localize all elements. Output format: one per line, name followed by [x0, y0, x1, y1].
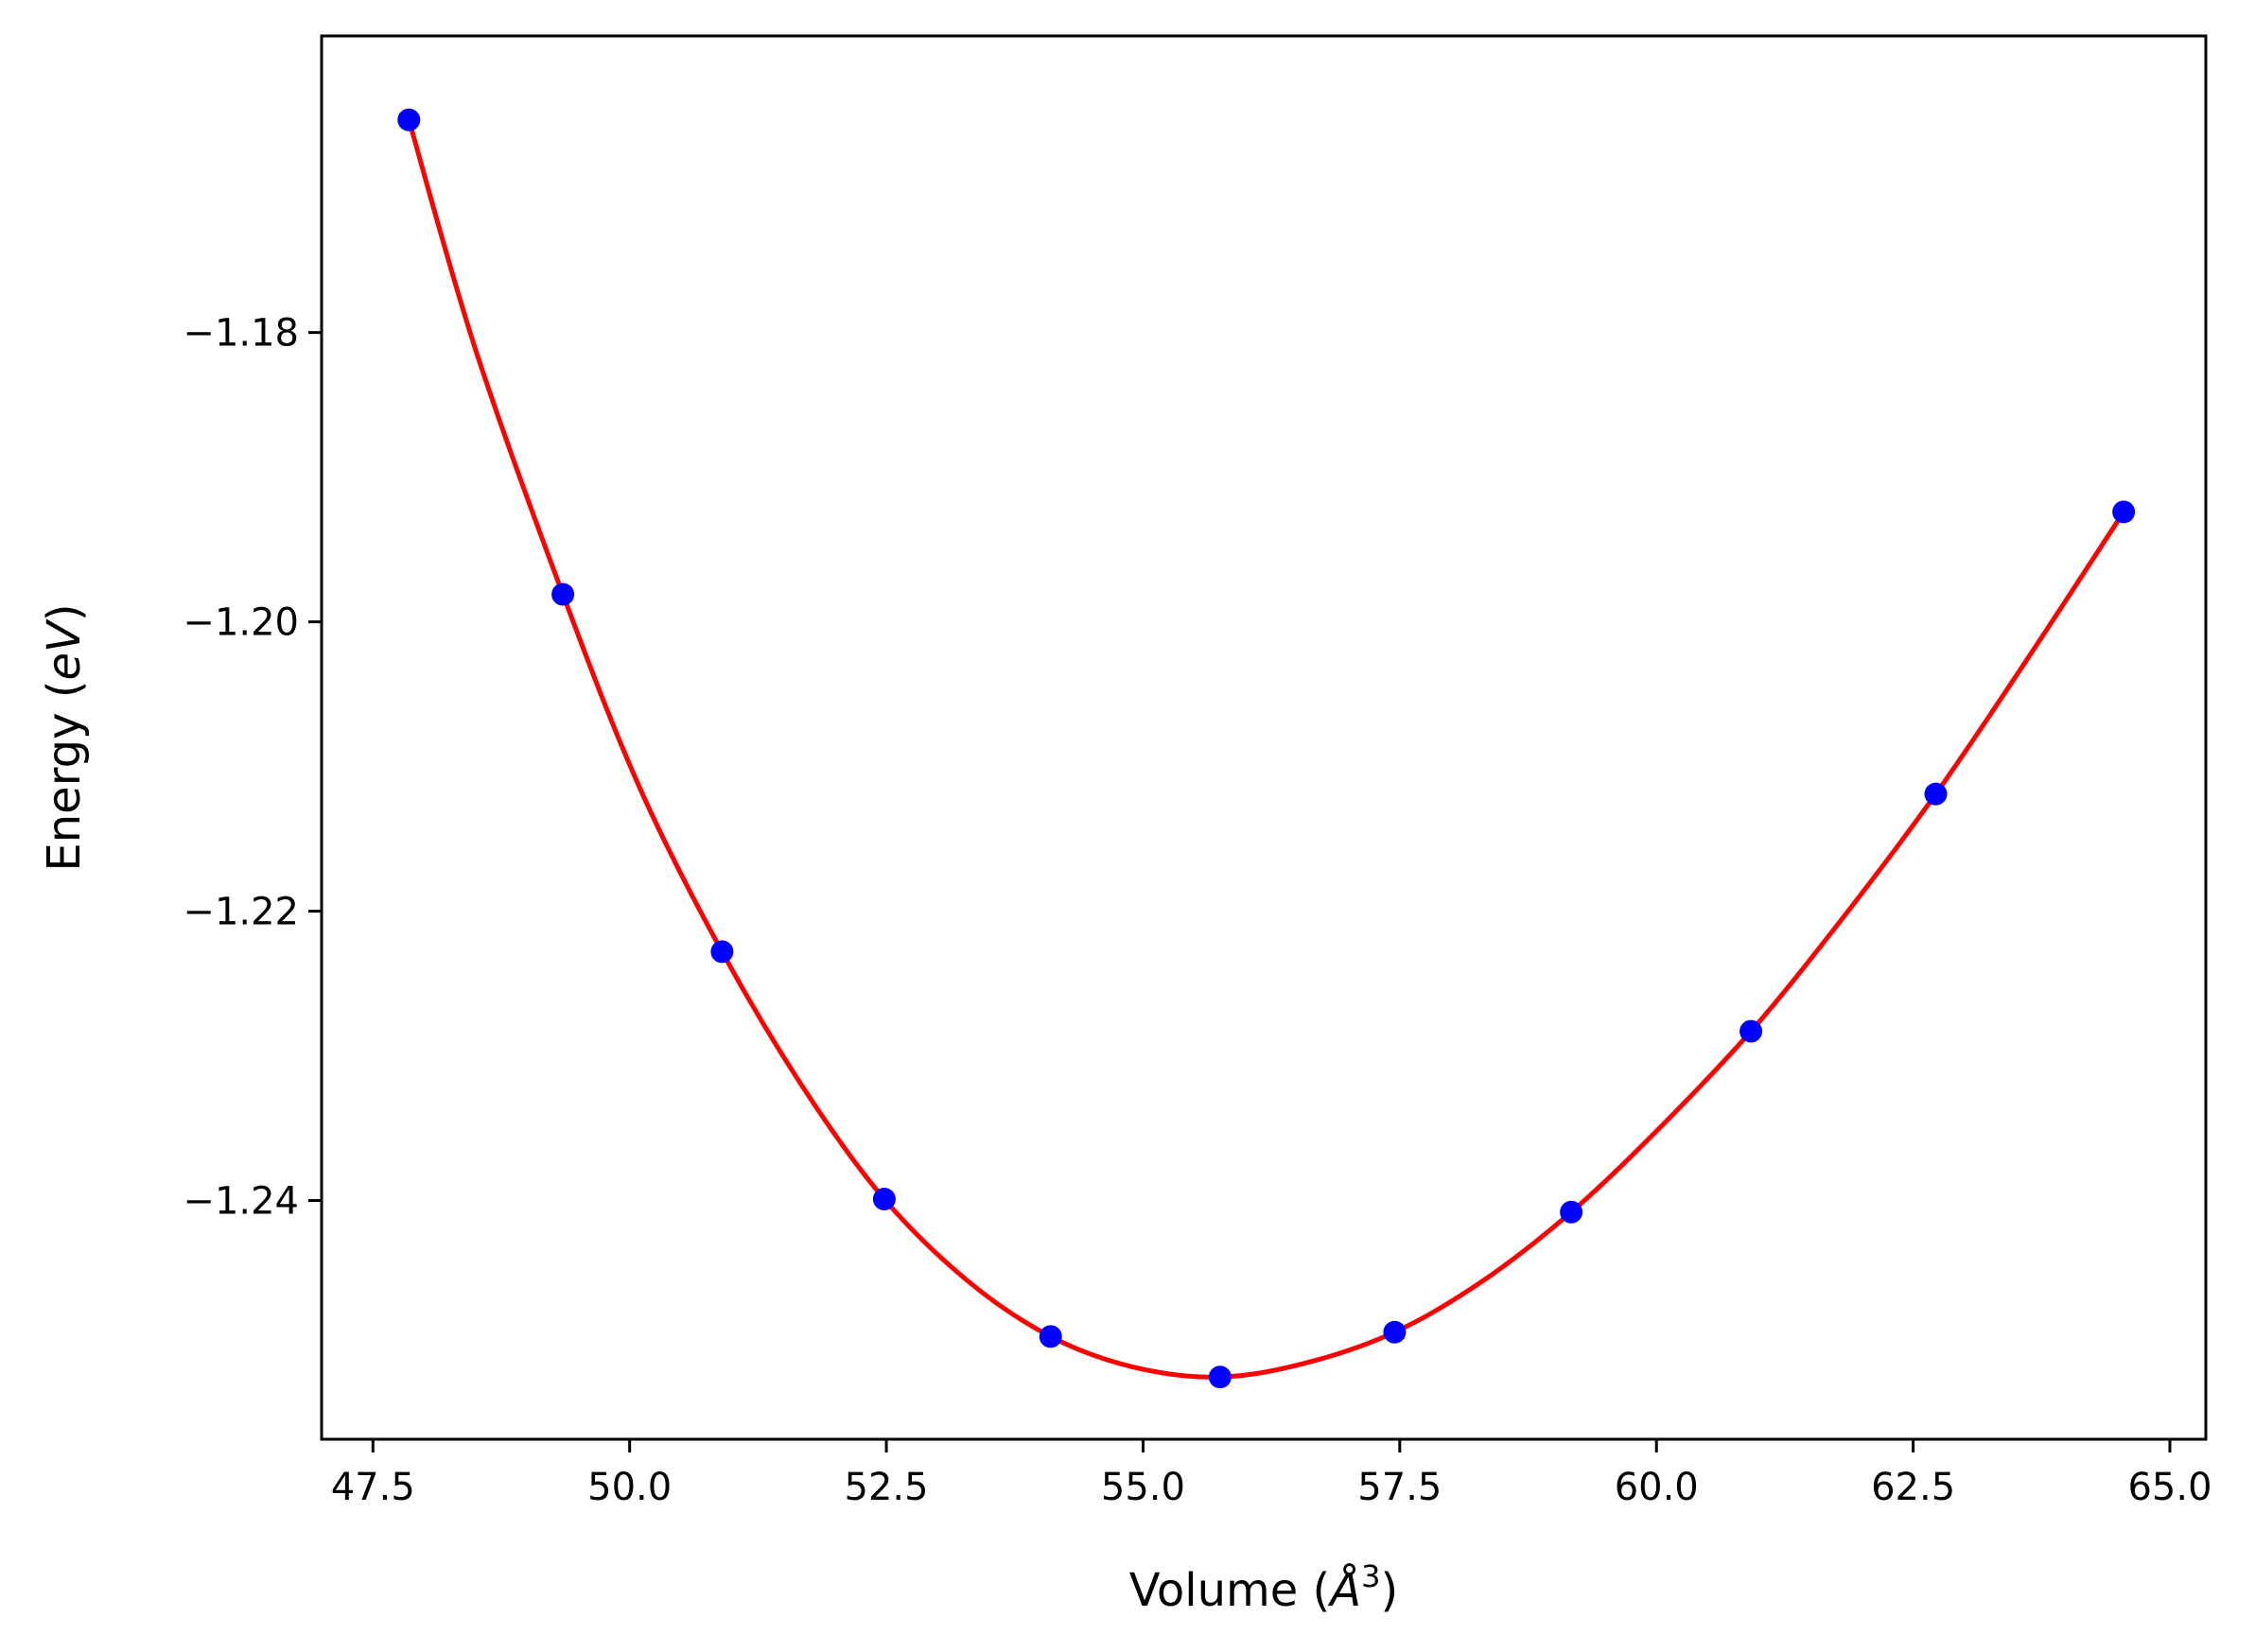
- x-tick-label: 65.0: [2127, 1466, 2211, 1509]
- x-tick-label: 55.0: [1101, 1466, 1185, 1509]
- x-tick-label: 52.5: [845, 1466, 929, 1509]
- y-tick-label: −1.20: [183, 601, 299, 645]
- y-tick-label: −1.24: [183, 1180, 299, 1224]
- x-axis-label-superscript: 3: [1361, 1558, 1380, 1594]
- x-axis-label-symbol: Å: [1327, 1563, 1361, 1617]
- x-axis-label-post: ): [1380, 1564, 1398, 1617]
- data-point: [710, 940, 734, 964]
- y-axis-label-italic: eV: [38, 618, 91, 681]
- data-point: [1208, 1365, 1232, 1389]
- x-axis-label: Volume (Å3): [1129, 1558, 1398, 1617]
- data-point: [1560, 1200, 1583, 1224]
- x-tick-label: 62.5: [1871, 1466, 1955, 1509]
- y-axis-label: Energy (eV): [38, 603, 91, 871]
- x-tick-label: 57.5: [1357, 1466, 1442, 1509]
- y-tick-label: −1.22: [183, 891, 299, 934]
- y-tick-label: −1.18: [183, 312, 299, 356]
- data-point: [1739, 1019, 1763, 1043]
- y-axis-ticks: −1.18 −1.20 −1.22 −1.24: [183, 312, 322, 1224]
- plot-area-background: [322, 36, 2206, 1439]
- fit-curve: [406, 119, 2126, 1380]
- plot-frame: [320, 34, 2208, 1441]
- y-axis-label-pre: Energy (: [38, 681, 91, 872]
- x-tick-label: 47.5: [331, 1466, 415, 1509]
- y-axis-label-post: ): [38, 603, 91, 621]
- data-point: [2112, 500, 2136, 524]
- data-points: [397, 108, 2136, 1389]
- data-point: [1383, 1320, 1407, 1344]
- data-point: [397, 108, 421, 131]
- x-tick-label: 60.0: [1615, 1466, 1699, 1509]
- x-axis-ticks: 47.5 50.0 52.5 55.0 57.5 60.0 62.5 65.0: [331, 1439, 2212, 1509]
- x-tick-label: 50.0: [587, 1466, 672, 1509]
- data-point: [551, 583, 575, 606]
- data-point: [1039, 1325, 1062, 1348]
- data-point: [1924, 782, 1948, 806]
- x-axis-label-pre: Volume (: [1129, 1564, 1331, 1617]
- data-point: [872, 1188, 896, 1211]
